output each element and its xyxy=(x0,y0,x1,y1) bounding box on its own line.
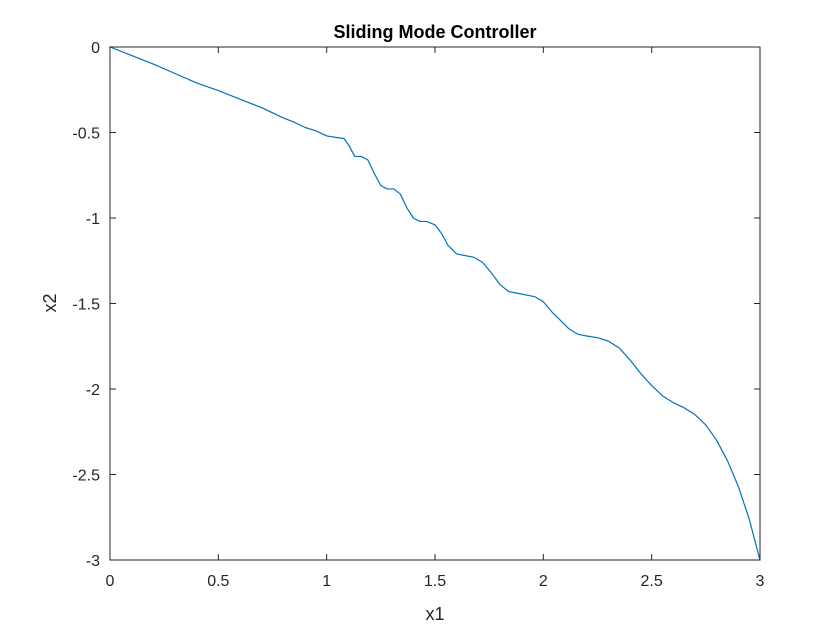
y-tick-label: -1.5 xyxy=(72,297,100,314)
plot-area xyxy=(110,47,760,560)
x-tick-label: 1.5 xyxy=(424,573,446,590)
x-tick-label: 3 xyxy=(756,573,765,590)
y-tick-label: -2.5 xyxy=(72,468,100,485)
x-tick-label: 0 xyxy=(106,573,115,590)
y-tick-label: -0.5 xyxy=(72,126,100,143)
y-tick-label: 0 xyxy=(91,40,100,57)
x-tick-label: 0.5 xyxy=(207,573,229,590)
y-tick-label: -2 xyxy=(86,382,100,399)
series-line xyxy=(109,46,761,561)
axes-frame xyxy=(109,46,761,561)
x-axis-label: x1 xyxy=(425,604,444,624)
x-tick-label: 1 xyxy=(322,573,331,590)
y-axis-label: x2 xyxy=(40,293,60,312)
x-tick-label: 2.5 xyxy=(641,573,663,590)
y-tick-label: -1 xyxy=(86,211,100,228)
x-tick-label: 2 xyxy=(539,573,548,590)
axis-ticks: 0 0.5 1 1.5 2 2.5 3 0 -0.5 -1 -1.5 -2 -2.5 -3 xyxy=(72,40,764,590)
chart-title: Sliding Mode Controller xyxy=(334,22,537,42)
data-series xyxy=(109,46,761,561)
y-tick-label: -3 xyxy=(86,553,100,570)
